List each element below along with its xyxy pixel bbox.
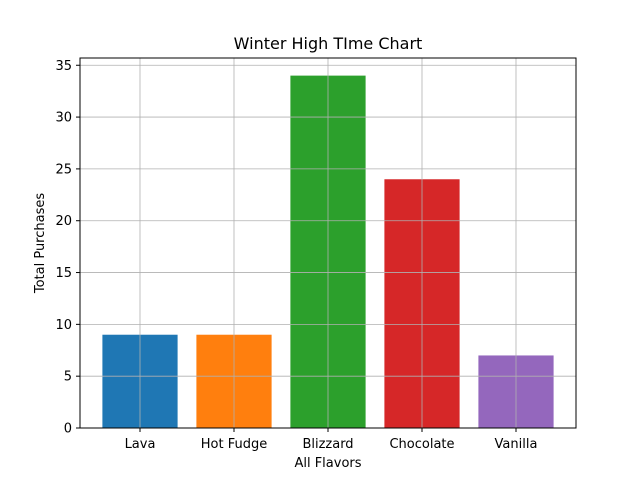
y-tick-label: 5 [64,370,72,385]
y-tick-label: 35 [55,59,72,74]
y-axis-label: Total Purchases [33,193,48,295]
x-tick-label: Vanilla [495,437,538,452]
y-tick-label: 30 [55,111,72,126]
x-tick-label: Lava [125,437,156,452]
chart-title: Winter High TIme Chart [234,34,423,53]
x-tick-label: Chocolate [389,437,454,452]
x-axis-ticks: Lava Hot Fudge Blizzard Chocolate Vanilla [125,428,538,452]
x-tick-label: Blizzard [302,437,353,452]
y-tick-label: 10 [55,318,72,333]
y-tick-label: 20 [55,214,72,229]
y-tick-label: 15 [55,266,72,281]
y-axis-ticks: 0 5 10 15 20 25 30 35 [55,59,80,437]
x-axis-label: All Flavors [294,456,361,471]
x-tick-label: Hot Fudge [201,437,267,452]
y-tick-label: 0 [64,422,72,437]
y-tick-label: 25 [55,162,72,177]
